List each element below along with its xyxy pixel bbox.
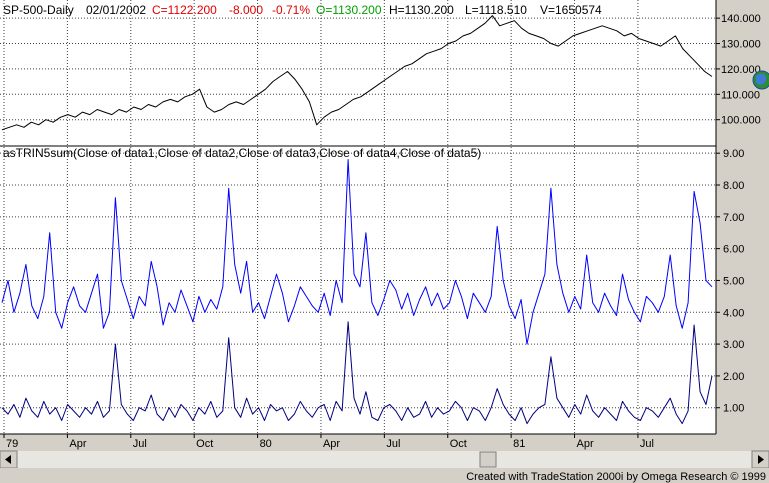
price-y-tick-label: 130.000: [721, 39, 761, 51]
scrollbar-track[interactable]: [0, 451, 769, 468]
scroll-left-button[interactable]: [0, 450, 18, 469]
price-y-tick-label: 110.000: [721, 89, 760, 101]
trin-daily-series-line: [1, 321, 713, 425]
x-tick-label: Apr: [69, 438, 86, 450]
header-high: H=1130.200: [389, 3, 454, 17]
x-tick-label: Oct: [196, 438, 213, 450]
trin-sum-series-line: [1, 159, 713, 345]
x-axis-strip: [0, 434, 716, 451]
price-series-line: [1, 15, 713, 131]
trin-y-tick-label: 9.00: [723, 148, 744, 160]
x-tick-label: 81: [513, 438, 525, 450]
trin-y-tick-label: 2.00: [723, 371, 744, 383]
scroll-right-arrow-icon: [758, 455, 764, 464]
globe-icon[interactable]: [752, 70, 769, 90]
header-change-pct: -0.71%: [272, 3, 310, 17]
footer-bar: [0, 468, 769, 483]
header-low: L=1118.510: [465, 3, 527, 17]
scrollbar-thumb[interactable]: [479, 451, 497, 468]
x-tick-label: 79: [6, 438, 18, 450]
trin-y-tick-label: 7.00: [723, 212, 744, 224]
trin-y-tick-label: 8.00: [723, 180, 744, 192]
x-tick-label: Jul: [133, 438, 147, 450]
x-tick-label: Jul: [640, 438, 654, 450]
header-date: 02/01/2002: [86, 3, 146, 17]
x-tick-label: Jul: [386, 438, 400, 450]
trin-y-tick-label: 3.00: [723, 339, 744, 351]
x-tick-label: Oct: [450, 438, 467, 450]
trin-y-tick-label: 6.00: [723, 244, 744, 256]
footer-credit: Created with TradeStation 2000i by Omega…: [466, 471, 766, 483]
x-tick-label: 80: [260, 438, 272, 450]
header-open: O=1130.200: [316, 3, 382, 17]
header-volume: V=1650574: [540, 3, 602, 17]
scroll-right-button[interactable]: [751, 450, 769, 469]
header-close: C=1122.200: [152, 3, 217, 17]
trin-y-tick-label: 1.00: [723, 403, 744, 415]
price-panel-bg: [0, 0, 716, 146]
header-symbol: SP-500-Daily: [3, 3, 74, 17]
price-y-tick-label: 100.000: [721, 115, 761, 127]
price-y-tick-label: 140.000: [721, 13, 761, 25]
header-change: -8.000: [229, 3, 263, 17]
scroll-left-arrow-icon: [5, 455, 11, 464]
x-tick-label: Apr: [323, 438, 340, 450]
trin-y-tick-label: 5.00: [723, 275, 744, 287]
trin-panel-bg: [0, 146, 716, 434]
x-tick-label: Apr: [577, 438, 594, 450]
indicator-label: asTRIN5sum(Close of data1,Close of data2…: [3, 146, 481, 160]
price-y-tick-label: 120.000: [721, 64, 761, 76]
trin-y-tick-label: 4.00: [723, 307, 744, 319]
